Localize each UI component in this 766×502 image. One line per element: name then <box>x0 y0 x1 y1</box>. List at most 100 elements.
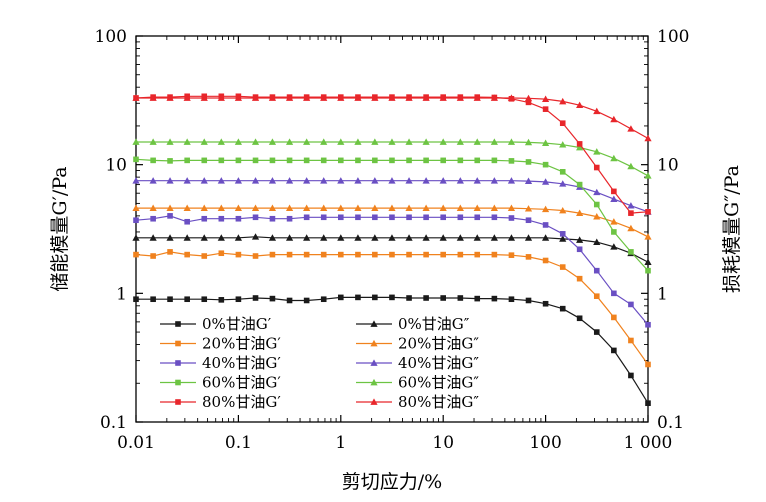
data-point <box>559 141 567 148</box>
series-line <box>135 95 649 214</box>
y-axis-title-right: 损耗模量G″/Pa <box>721 165 743 293</box>
data-point <box>542 95 550 103</box>
data-point <box>354 234 362 241</box>
data-point <box>474 157 481 164</box>
data-point <box>524 234 533 241</box>
data-point <box>268 234 277 241</box>
data-point <box>217 177 225 184</box>
data-point <box>490 204 498 211</box>
data-point <box>183 138 191 145</box>
data-point <box>542 300 549 307</box>
legend-item: 20%甘油G″ <box>356 335 479 353</box>
data-point <box>218 157 225 164</box>
data-point <box>320 94 328 101</box>
data-point <box>167 249 173 255</box>
data-point <box>251 204 260 211</box>
data-point <box>507 234 516 241</box>
legend-label: 80%甘油G″ <box>398 393 479 411</box>
data-point <box>423 251 429 258</box>
data-point <box>457 251 464 258</box>
legend-label: 20%甘油G′ <box>202 335 281 353</box>
data-point <box>150 157 156 164</box>
data-point <box>217 138 225 145</box>
data-point <box>167 158 173 164</box>
data-point <box>542 178 550 185</box>
data-point <box>166 94 174 101</box>
data-point <box>337 177 345 184</box>
data-point <box>183 94 191 101</box>
data-point <box>149 94 157 101</box>
data-point <box>201 157 208 164</box>
data-point <box>149 177 157 184</box>
data-point <box>576 209 584 217</box>
data-point <box>524 138 533 146</box>
data-point <box>576 101 584 109</box>
data-point <box>355 214 361 221</box>
data-point <box>285 138 294 145</box>
data-point <box>610 243 618 250</box>
x-tick-label: 1 <box>335 433 346 453</box>
data-point <box>406 157 412 164</box>
data-point <box>251 94 260 101</box>
data-point <box>524 177 533 184</box>
data-point <box>593 107 601 115</box>
data-point <box>507 204 516 211</box>
data-point <box>200 138 208 145</box>
series-2 <box>133 249 651 368</box>
data-point <box>303 297 310 304</box>
data-point <box>338 294 344 301</box>
legend-item: 0%甘油G′ <box>160 315 272 333</box>
data-point <box>439 204 447 211</box>
data-point <box>201 296 208 303</box>
data-point <box>559 264 566 270</box>
data-point <box>184 218 190 225</box>
plot-frame <box>135 35 649 423</box>
legend-item: 80%甘油G″ <box>356 393 479 411</box>
data-point <box>456 177 464 184</box>
legend-item: 40%甘油G′ <box>160 354 281 372</box>
data-point <box>628 249 634 255</box>
data-point <box>525 254 532 260</box>
data-point <box>627 125 635 132</box>
data-point <box>166 177 174 184</box>
data-point <box>217 94 225 101</box>
data-point <box>388 138 396 145</box>
data-point <box>218 215 225 222</box>
data-point <box>473 177 481 184</box>
data-point <box>422 204 430 211</box>
y-tick-label-left: 10 <box>105 156 127 176</box>
data-point <box>320 177 328 184</box>
data-point <box>388 94 396 101</box>
data-point <box>303 157 310 164</box>
legend-label: 80%甘油G′ <box>202 393 281 411</box>
data-point <box>576 246 583 253</box>
data-point <box>405 94 413 101</box>
data-point <box>303 251 310 258</box>
data-point <box>184 251 190 258</box>
data-point <box>473 94 481 101</box>
data-point <box>320 251 327 258</box>
data-point <box>627 162 635 170</box>
data-point <box>200 94 208 101</box>
data-point <box>508 296 515 303</box>
data-point <box>440 251 446 258</box>
data-point <box>234 138 242 145</box>
data-point <box>234 177 242 184</box>
series-layer <box>132 93 652 406</box>
data-point <box>559 231 566 237</box>
data-point <box>542 205 550 213</box>
data-point <box>474 214 481 221</box>
series-0 <box>133 294 651 406</box>
data-point <box>320 214 327 221</box>
data-point <box>389 251 395 258</box>
data-point <box>422 234 430 241</box>
data-point <box>389 214 395 221</box>
data-point <box>611 188 617 195</box>
data-point <box>611 290 617 297</box>
data-point <box>593 293 600 299</box>
y-tick-label-right: 10 <box>657 156 679 176</box>
legend-label: 0%甘油G″ <box>398 315 470 333</box>
data-point <box>474 295 481 302</box>
data-point <box>252 253 259 259</box>
data-point <box>372 214 378 221</box>
